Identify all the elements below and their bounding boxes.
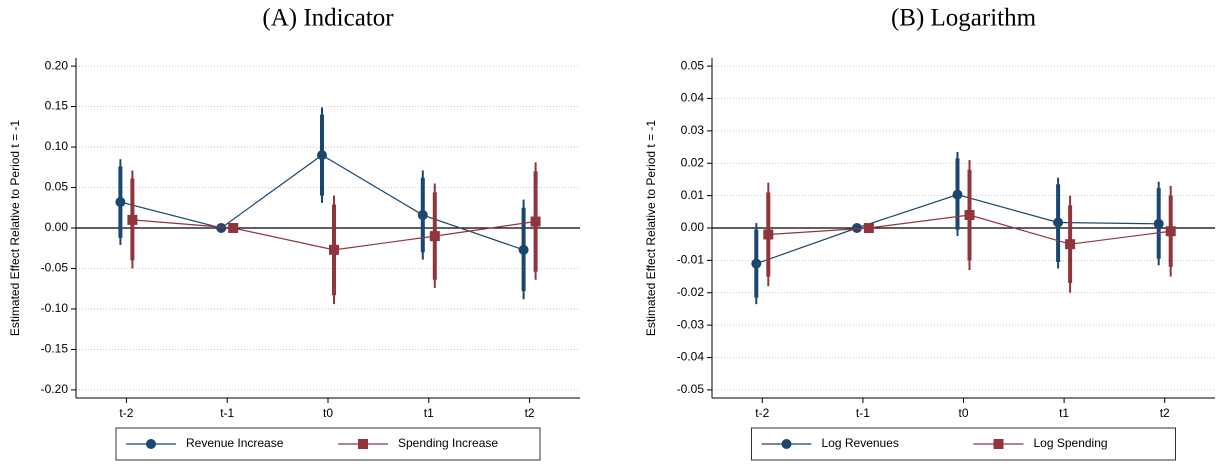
y-tick-label: 0.03 [681,123,705,137]
point [317,150,327,161]
legend-label: Log Spending [1034,436,1108,450]
legend-box [751,427,1176,461]
y-tick-label: 0.00 [45,220,69,234]
y-tick-label: 0.04 [681,91,705,105]
y-tick-label: 0.05 [681,58,705,72]
point [964,210,975,221]
legend-label: Revenue Increase [186,436,284,450]
chart-title: (A) Indicator [262,5,394,32]
legend-marker [993,439,1004,449]
point [115,197,126,208]
y-tick-label: -0.10 [41,301,69,315]
point [417,210,428,221]
legend-marker [781,439,792,449]
y-tick-label: 0.00 [681,220,705,234]
legend-box [115,427,541,461]
legend-label: Log Revenues [822,436,899,450]
legend-marker [146,439,156,449]
point [1053,217,1064,228]
point [751,258,762,269]
legend-marker [358,439,368,449]
y-tick-label: 0.10 [45,139,69,153]
y-tick-label: -0.15 [41,342,69,356]
point [127,214,138,225]
point [429,231,440,242]
point [228,223,239,233]
chart-title: (B) Logarithm [891,5,1037,32]
x-tick-label: t1 [424,406,434,420]
y-tick-label: -0.05 [41,261,69,275]
point [1153,218,1164,229]
point [329,244,339,255]
y-tick-label: -0.05 [677,382,705,396]
point [216,223,227,233]
x-tick-label: t-1 [856,406,870,420]
point [1165,226,1176,237]
point [530,216,541,227]
y-tick-label: -0.02 [677,285,705,299]
x-tick-label: t1 [1059,406,1069,420]
y-tick-label: -0.20 [41,382,69,396]
point [1065,239,1076,250]
x-tick-label: t0 [323,406,333,420]
x-tick-label: t0 [958,406,968,420]
y-tick-label: 0.15 [45,99,69,113]
point [952,189,963,200]
x-tick-label: t-1 [220,406,234,420]
y-tick-label: 0.05 [45,180,69,194]
x-tick-label: t-2 [119,406,133,420]
point [518,244,529,255]
y-axis-label: Estimated Effect Relative to Period t = … [644,120,658,337]
x-tick-label: t2 [525,406,535,420]
y-tick-label: -0.03 [677,317,705,331]
x-tick-label: t2 [1160,406,1170,420]
y-tick-label: 0.02 [681,155,705,169]
y-tick-label: -0.04 [677,350,705,364]
y-axis-label: Estimated Effect Relative to Period t = … [8,120,22,337]
x-tick-label: t-2 [755,406,769,420]
y-tick-label: 0.01 [681,188,705,202]
point [863,223,874,233]
legend-label: Spending Increase [398,436,498,450]
y-tick-label: -0.01 [677,253,705,267]
point [851,223,862,233]
point [763,229,774,240]
y-tick-label: 0.20 [45,58,69,72]
